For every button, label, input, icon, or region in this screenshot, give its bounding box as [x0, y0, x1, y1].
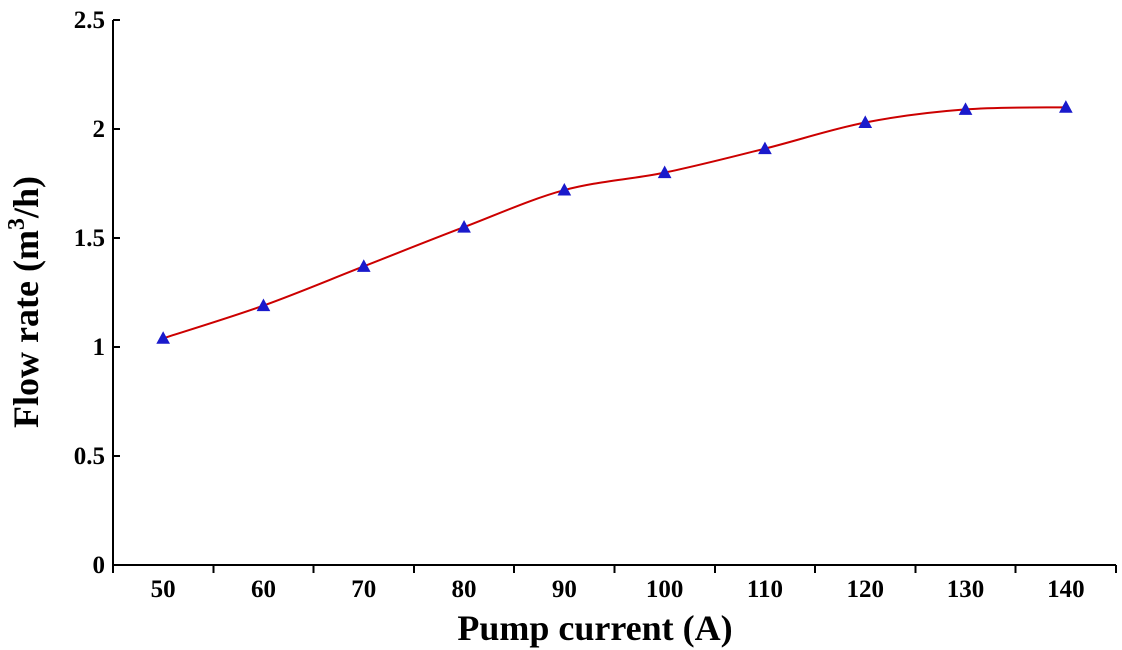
data-point-marker — [758, 141, 772, 155]
y-tick-label: 2 — [93, 116, 106, 143]
y-tick-label: 2.5 — [74, 7, 105, 34]
y-tick-label: 0 — [93, 552, 106, 579]
data-point-marker — [1059, 100, 1073, 113]
y-tick-label: 0.5 — [74, 443, 105, 470]
x-tick-label: 80 — [452, 576, 477, 603]
data-point-marker — [356, 259, 371, 272]
y-axis-title-tail: /h) — [6, 176, 46, 219]
series-line — [162, 106, 1066, 340]
data-point-marker — [457, 220, 471, 233]
x-tick-label: 50 — [151, 576, 176, 603]
x-tick-label: 70 — [351, 576, 376, 603]
data-point-marker — [958, 102, 973, 115]
y-axis-title-superscript: 3 — [4, 218, 30, 230]
x-tick-label: 120 — [847, 576, 885, 603]
y-axis-title: Flow rate (m3/h) — [4, 176, 46, 428]
x-tick-label: 90 — [552, 576, 577, 603]
y-axis-title-main: Flow rate (m — [6, 230, 46, 428]
y-axis: 0 0.5 1 1.5 2 2.5 — [74, 7, 120, 579]
x-axis: 50 60 70 80 90 100 110 120 130 140 — [112, 564, 1117, 603]
x-tick-label: 130 — [947, 576, 985, 603]
data-point-marker — [858, 115, 873, 128]
data-point-marker — [156, 331, 170, 344]
plot-area — [156, 100, 1073, 344]
x-tick-label: 110 — [747, 576, 783, 603]
x-tick-label: 100 — [646, 576, 684, 603]
data-point-marker — [657, 165, 672, 179]
data-point-marker — [557, 182, 572, 196]
y-tick-label: 1 — [93, 334, 106, 361]
x-tick-label: 140 — [1047, 576, 1085, 603]
x-axis-title: Pump current (A) — [457, 608, 732, 648]
data-point-marker — [256, 298, 271, 312]
y-tick-label: 1.5 — [74, 225, 105, 252]
x-tick-label: 60 — [251, 576, 276, 603]
